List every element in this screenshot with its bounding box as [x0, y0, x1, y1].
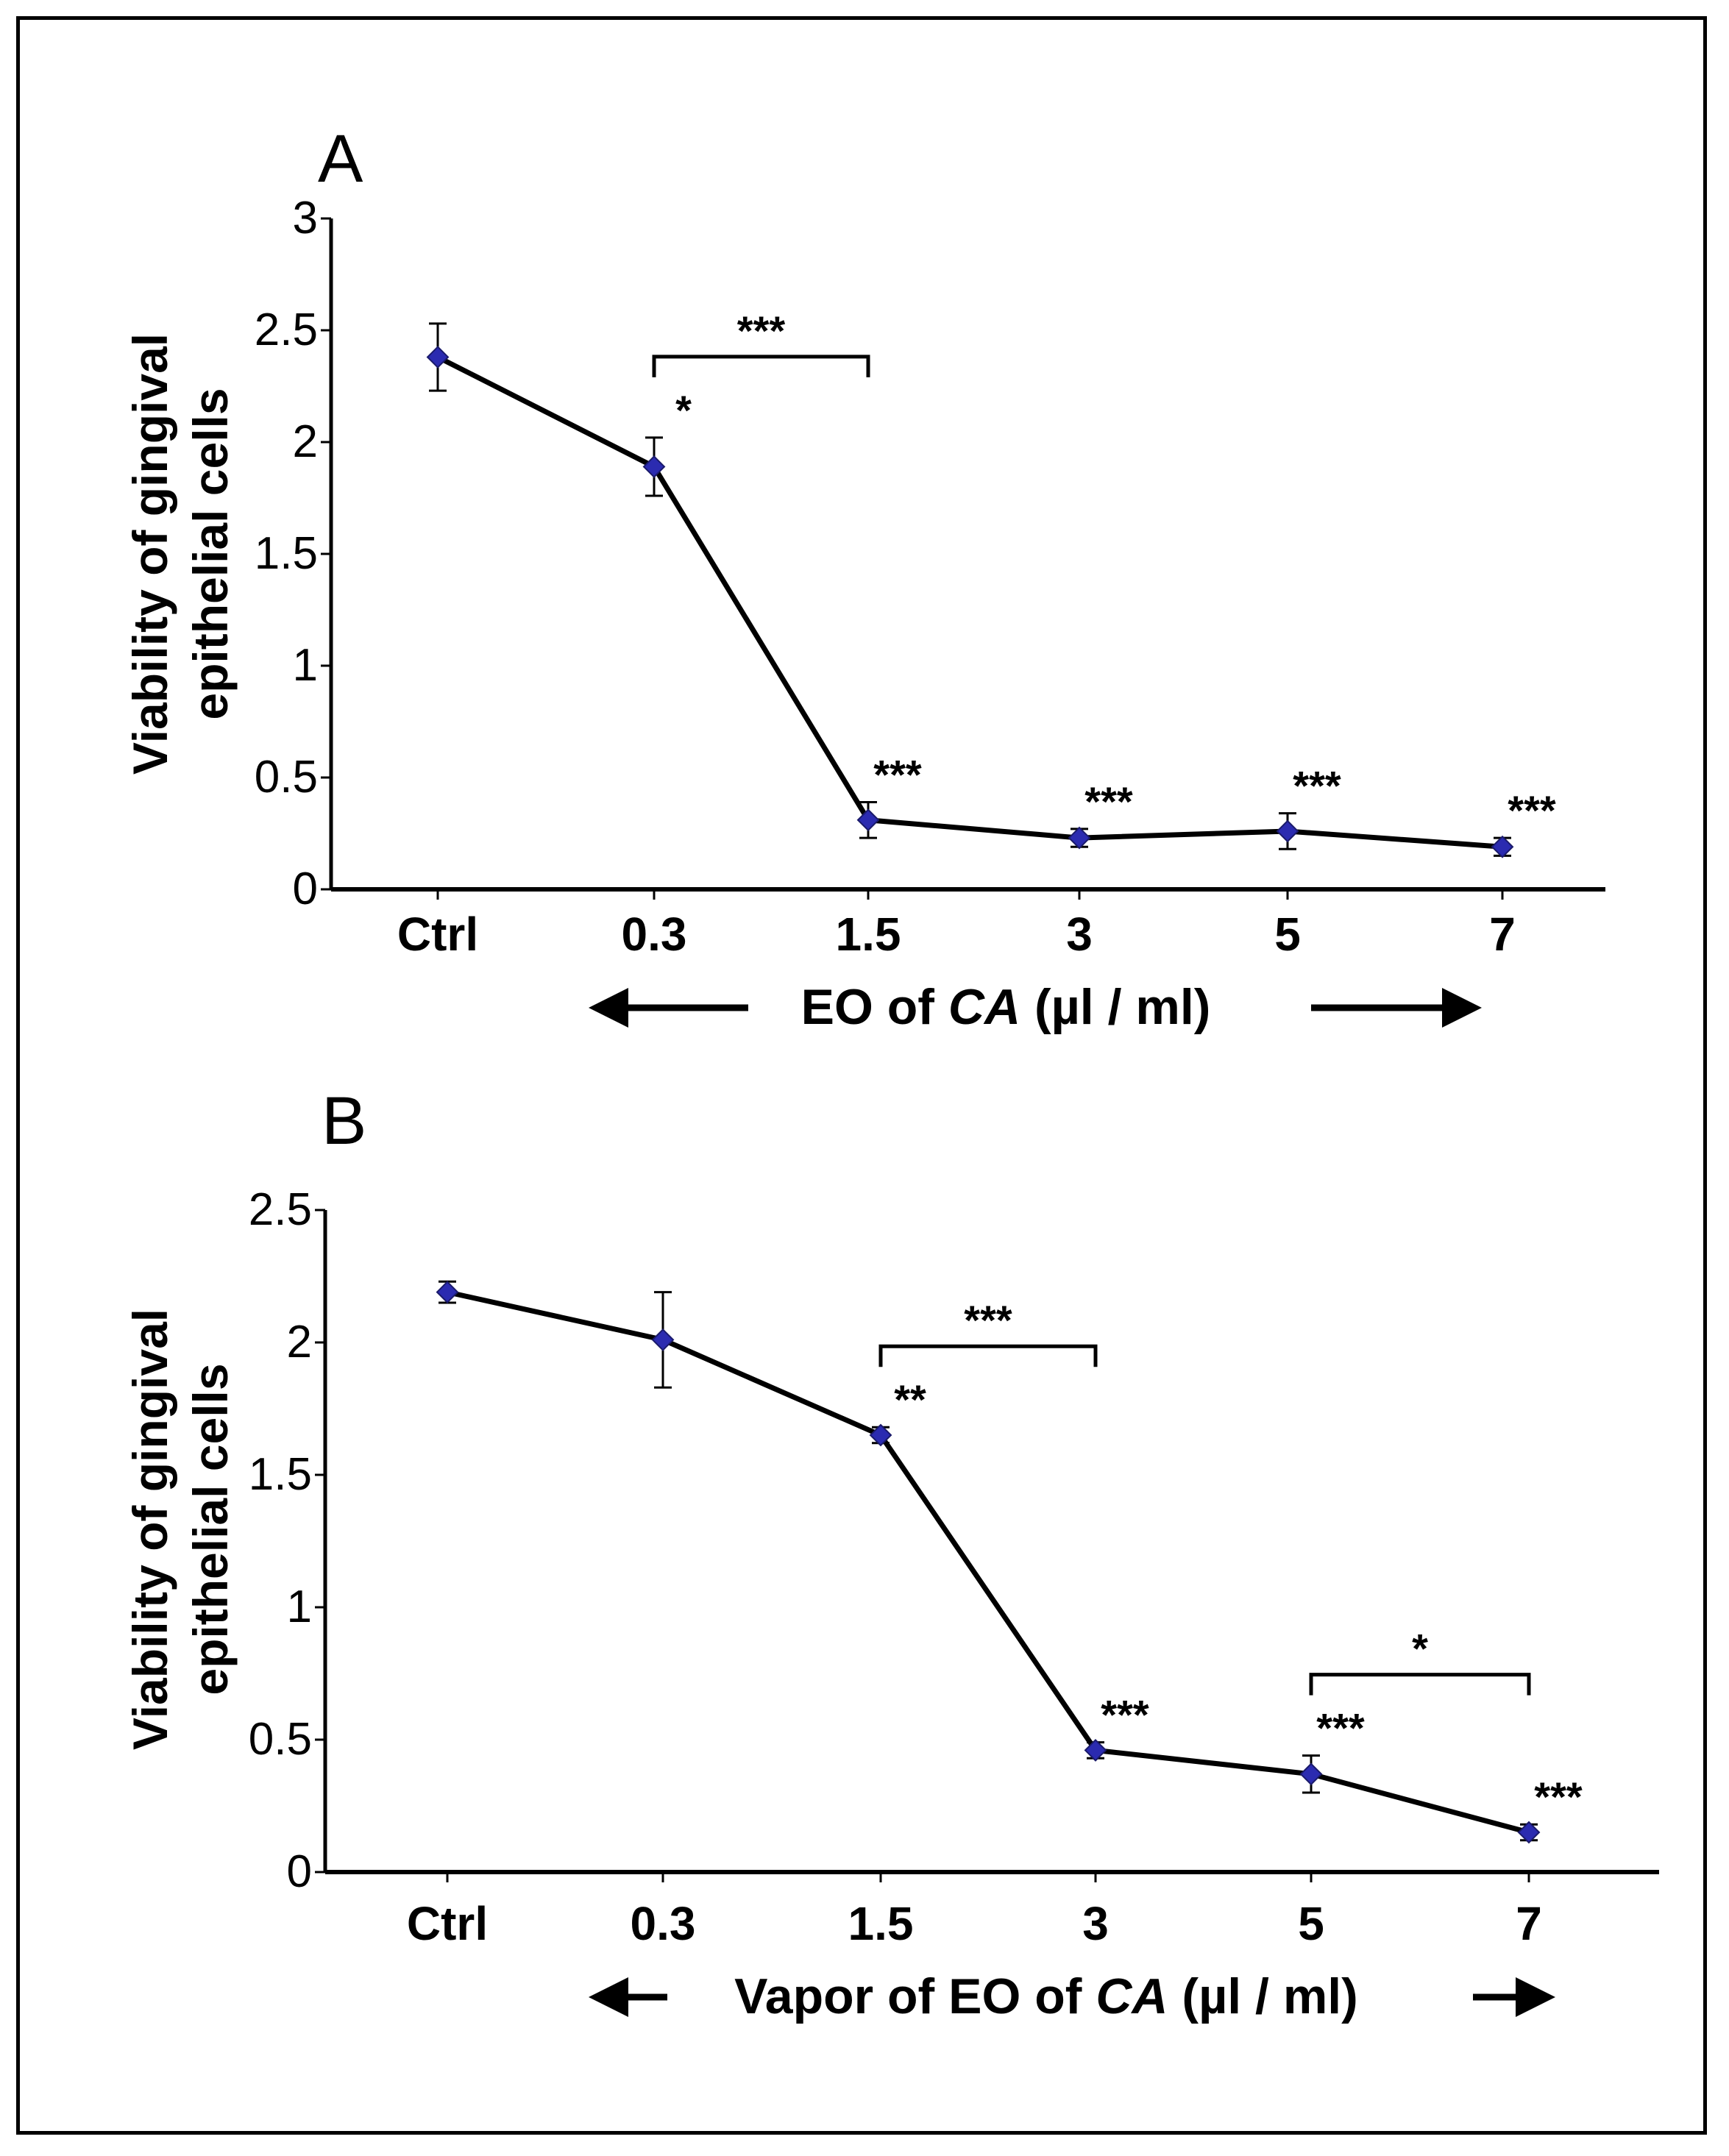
data-point-marker: [856, 808, 880, 832]
data-point-marker: [1068, 826, 1091, 850]
y-tick-label: 0: [287, 1846, 312, 1897]
y-tick-label: 1: [287, 1582, 312, 1632]
y-tick-label: 1: [293, 640, 318, 691]
x-tick-label: 7: [1489, 908, 1516, 961]
x-axis-label: EO of CA (µl / ml): [801, 979, 1211, 1035]
y-tick-label: 2: [293, 416, 318, 467]
significance-label: ***: [1316, 1705, 1365, 1751]
bracket-significance-label: ***: [737, 307, 786, 354]
x-tick-label: 0.3: [622, 908, 687, 961]
x-axis-label-prefix: EO of: [801, 979, 948, 1035]
y-tick-label: 2: [287, 1317, 312, 1367]
x-tick-label: 1.5: [848, 1897, 914, 1950]
x-axis-label-italic: CA: [1096, 1968, 1168, 2024]
significance-label: ***: [873, 751, 922, 797]
data-point-marker: [1299, 1762, 1323, 1786]
comparison-bracket: [878, 1344, 1098, 1367]
significance-label: ***: [1293, 763, 1341, 809]
x-axis-label-italic: CA: [948, 979, 1020, 1035]
series-line: [447, 1289, 1530, 1835]
data-point-marker: [642, 455, 666, 478]
panel-letter: A: [318, 121, 363, 196]
x-tick-label: Ctrl: [397, 908, 478, 961]
x-axis-label-prefix: Vapor of EO of: [734, 1968, 1096, 2024]
y-tick-label: 0.5: [255, 752, 318, 803]
x-tick-label: 5: [1274, 908, 1301, 961]
y-axis-label-line2: epithelial cells: [183, 388, 238, 719]
data-point-marker: [651, 1328, 675, 1351]
data-point-marker: [426, 346, 450, 369]
data-point-marker: [1491, 835, 1514, 858]
figure-frame: A 0 0.5 1 1.5 2 2.5 3 Ctrl 0.3 1.5 3 5 7 Viability of …: [16, 16, 1707, 2135]
y-tick-label: 1.5: [249, 1449, 312, 1500]
x-tick-label: 0.3: [631, 1897, 696, 1950]
y-tick-label: 0: [293, 864, 318, 914]
series-line: [436, 355, 1503, 850]
data-point-marker: [1517, 1821, 1541, 1844]
x-axis-label: Vapor of EO of CA (µl / ml): [734, 1968, 1358, 2024]
x-tick-label: 7: [1516, 1897, 1542, 1950]
data-point-marker: [1084, 1738, 1107, 1762]
data-point-marker: [1276, 819, 1299, 843]
y-tick-label: 2.5: [249, 1184, 312, 1235]
significance-label: *: [675, 387, 692, 433]
significance-label: ***: [1534, 1773, 1583, 1820]
x-tick-label: 5: [1298, 1897, 1324, 1950]
bracket-significance-label: *: [1412, 1626, 1428, 1672]
significance-label: ***: [1084, 778, 1133, 825]
x-tick-label: 3: [1082, 1897, 1109, 1950]
y-axis-label-line2: epithelial cells: [183, 1363, 238, 1695]
y-tick-label: 0.5: [249, 1714, 312, 1765]
y-axis-label-line1: Viability of gingival: [123, 333, 177, 775]
panel-letter: B: [322, 1084, 366, 1159]
x-tick-label: 1.5: [836, 908, 901, 961]
panel-b: B 0 0.5 1 1.5 2 2.5 Ctrl 0.3 1.5 3 5 7 Viability of g…: [123, 1084, 1659, 2024]
comparison-bracket: [1309, 1673, 1531, 1696]
data-point-marker: [436, 1281, 459, 1304]
y-axis-label-line1: Viability of gingival: [123, 1309, 177, 1750]
x-axis-label-suffix: (µl / ml): [1168, 1968, 1358, 2024]
data-point-marker: [869, 1423, 892, 1447]
significance-label: **: [894, 1376, 926, 1423]
y-tick-label: 3: [293, 193, 318, 243]
significance-label: ***: [1508, 787, 1556, 833]
figure-svg: A 0 0.5 1 1.5 2 2.5 3 Ctrl 0.3 1.5 3 5 7 Viability of …: [123, 121, 1659, 2024]
significance-label: ***: [1101, 1692, 1149, 1738]
x-axis-label-suffix: (µl / ml): [1020, 979, 1210, 1035]
x-tick-label: 3: [1066, 908, 1093, 961]
y-tick-label: 2.5: [255, 305, 318, 355]
x-tick-label: Ctrl: [407, 1897, 488, 1950]
panel-a: A 0 0.5 1 1.5 2 2.5 3 Ctrl 0.3 1.5 3 5 7 Viability of …: [123, 121, 1605, 1035]
y-tick-label: 1.5: [255, 528, 318, 579]
bracket-significance-label: ***: [964, 1297, 1012, 1343]
comparison-bracket: [652, 355, 870, 377]
